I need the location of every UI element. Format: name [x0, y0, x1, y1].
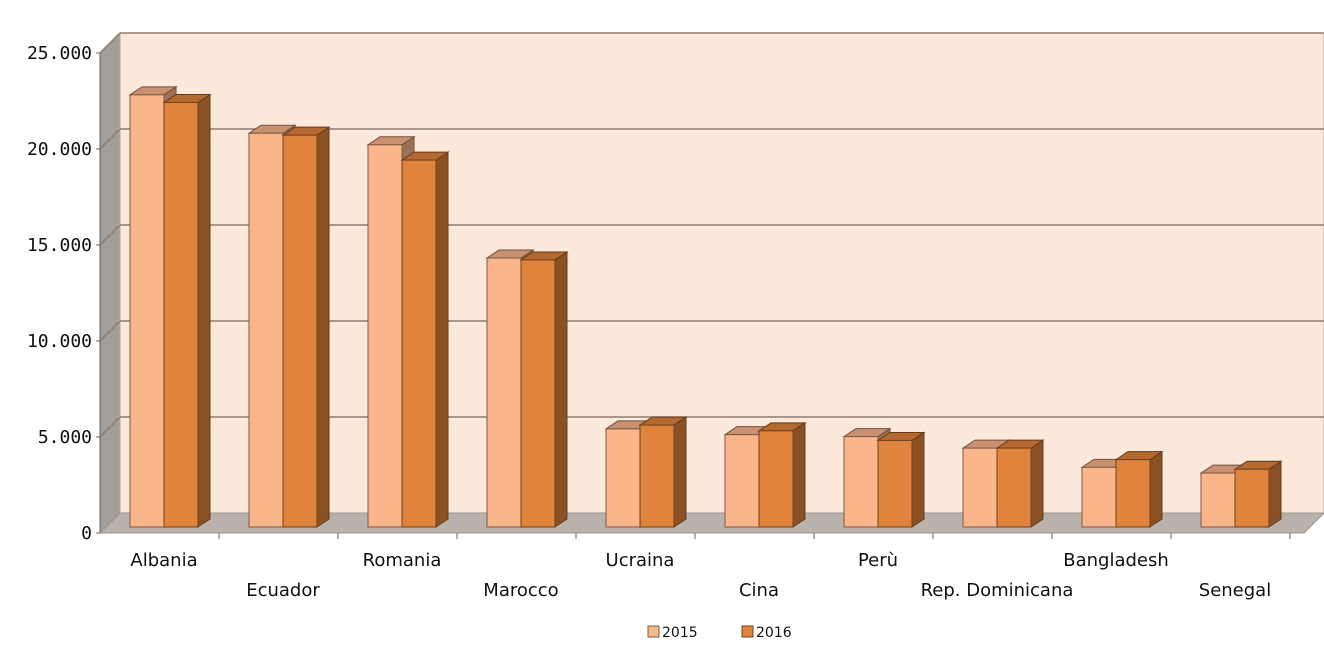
- gridline-depth: [99, 32, 121, 54]
- bar-side: [435, 151, 449, 528]
- legend-swatch: [741, 625, 754, 638]
- bar-front: [877, 439, 913, 528]
- bar-side: [1149, 450, 1163, 528]
- x-axis: Albania Ecuador Romania Marocco Ucraina Cina P…: [130, 533, 1291, 601]
- bar-2016: [519, 251, 569, 528]
- bar-front: [282, 134, 318, 528]
- bar-2016: [876, 431, 926, 528]
- y-tick-label: 10.000: [27, 331, 92, 352]
- side-wall: [99, 31, 121, 535]
- bars: [128, 85, 1283, 528]
- bar-side: [792, 421, 806, 528]
- bar-front: [1234, 468, 1270, 528]
- bar-2016: [638, 416, 688, 528]
- x-tick-label: Rep. Dominicana: [921, 580, 1074, 601]
- bar-front: [1115, 459, 1151, 528]
- gridline-depth: [99, 224, 121, 246]
- bar-front: [996, 447, 1032, 528]
- y-tick-label: 5.000: [38, 427, 92, 448]
- x-tick-label: Ucraina: [606, 550, 675, 571]
- x-tick-label: Perù: [858, 550, 898, 571]
- bar-2016: [1114, 450, 1164, 528]
- bar-2016: [400, 151, 450, 528]
- gridline-depth: [99, 320, 121, 342]
- gridline-depth: [99, 416, 121, 438]
- bar-front: [962, 447, 998, 528]
- bar-front: [639, 424, 675, 528]
- bar-front: [758, 430, 794, 528]
- gridline-depth: [99, 128, 121, 150]
- bar-side: [1030, 439, 1044, 528]
- x-tick-label: Cina: [739, 580, 779, 601]
- bar-front: [724, 434, 760, 528]
- bar-front: [605, 428, 641, 528]
- bar-side: [554, 251, 568, 528]
- bar-2016: [995, 439, 1045, 528]
- bar-side: [673, 416, 687, 528]
- bar-side: [1268, 460, 1282, 528]
- y-tick-label: 25.000: [27, 43, 92, 64]
- bar-side: [316, 126, 330, 528]
- bar-2016: [1233, 460, 1283, 528]
- bar-side: [197, 93, 211, 528]
- y-tick-label: 20.000: [27, 139, 92, 160]
- bar-front: [520, 259, 556, 528]
- bar-front: [843, 436, 879, 528]
- y-tick-label: 0: [81, 523, 92, 544]
- bar-front: [486, 257, 522, 528]
- bar-front: [129, 94, 165, 528]
- x-tick-label: Romania: [363, 550, 442, 571]
- x-tick-label: Senegal: [1199, 580, 1271, 601]
- y-axis: 0 5.000 10.000 15.000 20.000 25.000: [27, 43, 101, 544]
- x-tick-label: Marocco: [483, 580, 558, 601]
- legend-label: 2016: [756, 625, 792, 641]
- bar-front: [401, 159, 437, 528]
- bar-front: [1081, 466, 1117, 528]
- legend-swatch: [647, 625, 660, 638]
- legend-label: 2015: [662, 625, 698, 641]
- bar-2016: [757, 421, 807, 528]
- y-tick-label: 15.000: [27, 235, 92, 256]
- x-tick-label: Albania: [130, 550, 197, 571]
- legend: 2015 2016: [647, 625, 792, 641]
- bar-front: [367, 144, 403, 528]
- x-tick-label: Ecuador: [246, 580, 320, 601]
- bar-2016: [162, 93, 212, 528]
- bar-2016: [281, 126, 331, 528]
- bar-front: [1200, 472, 1236, 528]
- x-tick-label: Bangladesh: [1063, 550, 1169, 571]
- bar-front: [248, 132, 284, 528]
- bar-side: [911, 431, 925, 528]
- bar-front: [163, 102, 199, 528]
